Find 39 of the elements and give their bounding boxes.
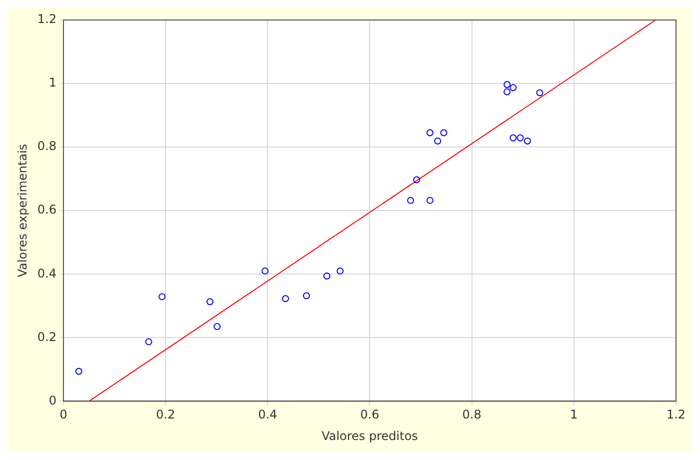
y-tick-label: 0.4 <box>37 266 56 280</box>
point <box>426 129 434 136</box>
point <box>336 267 344 274</box>
point <box>516 134 524 142</box>
point <box>504 80 511 88</box>
x-tick-label: 0.8 <box>462 408 482 422</box>
point <box>145 338 152 346</box>
y-tick-label: 1 <box>48 76 56 90</box>
y-tick-label: 0.6 <box>37 202 56 217</box>
point <box>440 129 448 136</box>
point <box>524 138 531 145</box>
x-tick-label: 1.2 <box>666 408 686 422</box>
point <box>282 295 290 302</box>
point <box>262 267 269 274</box>
point <box>510 134 517 142</box>
point <box>536 89 544 96</box>
point <box>302 292 310 300</box>
point <box>158 293 166 300</box>
point <box>75 368 82 375</box>
y-tick-label: 0.8 <box>37 139 56 154</box>
y-tick-label: 1.2 <box>37 12 56 26</box>
y-tick-label: 0.2 <box>37 330 56 344</box>
x-axis-title: Valores preditos <box>322 428 418 443</box>
y-axis-title: Valores experimentais <box>15 144 30 278</box>
point <box>323 272 330 280</box>
x-tick-label: 1 <box>570 408 578 422</box>
point <box>407 196 414 204</box>
point <box>413 176 420 184</box>
point <box>206 298 214 306</box>
point <box>504 88 511 96</box>
y-tick-label: 0 <box>48 393 56 408</box>
point <box>214 323 221 330</box>
x-tick-label: 0 <box>60 408 68 422</box>
point <box>510 84 517 92</box>
x-tick-label: 0.4 <box>258 408 278 422</box>
point <box>426 196 434 204</box>
point <box>434 138 442 145</box>
x-tick-label: 0.2 <box>156 408 176 422</box>
x-tick-label: 0.6 <box>360 408 380 422</box>
